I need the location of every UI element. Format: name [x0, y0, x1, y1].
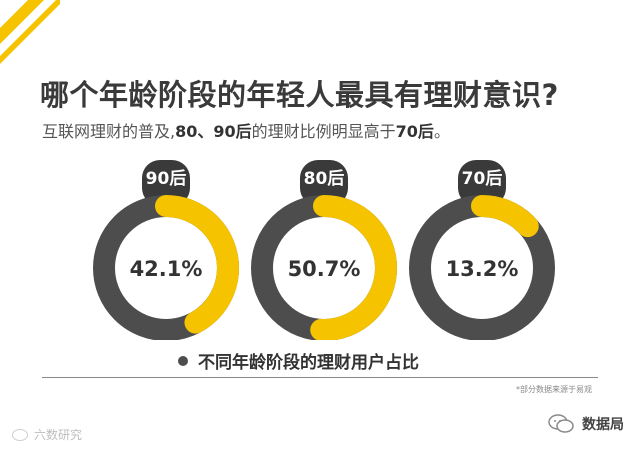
legend-label: 不同年龄阶段的理财用户占比 — [198, 353, 419, 373]
page-title: 哪个年龄阶段的年轻人最具有理财意识? — [40, 78, 559, 112]
value-label: 50.7% — [288, 257, 361, 281]
corner-stripes-decoration — [0, 0, 60, 64]
wechat-icon — [548, 414, 574, 433]
dot-icon — [178, 355, 188, 366]
watermark-logo — [12, 428, 28, 441]
category-badge — [458, 160, 506, 206]
donut-value-arc — [93, 195, 239, 340]
subtitle-part-3: 70后 — [395, 122, 434, 141]
account-name: 数据局 — [582, 417, 624, 433]
donut-charts: 90后 42.1% 80后 50.7% 70后 13.2% — [93, 160, 555, 340]
donut-0: 90后 42.1% — [93, 160, 239, 340]
category-label: 80后 — [304, 169, 345, 189]
divider — [42, 377, 598, 378]
account-badge: 数据局 — [548, 414, 624, 434]
donut-value-arc — [251, 195, 397, 340]
watermark-text: 六数研究 — [34, 428, 83, 442]
value-label: 13.2% — [446, 257, 519, 281]
category-badge — [142, 160, 190, 206]
subtitle-part-2: 的理财比例明显高于 — [251, 122, 396, 141]
category-label: 90后 — [146, 169, 187, 189]
legend: 不同年龄阶段的理财用户占比 — [178, 348, 419, 373]
donut-1: 80后 50.7% — [251, 160, 397, 340]
source-note: *部分数据来源于易观 — [516, 385, 592, 394]
subtitle-part-0: 互联网理财的普及, — [42, 122, 176, 141]
page-subtitle: 互联网理财的普及,80、90后的理财比例明显高于70后。 — [42, 118, 450, 142]
donut-2: 70后 13.2% — [409, 160, 555, 340]
donut-value-arc — [409, 195, 555, 340]
category-label: 70后 — [462, 169, 503, 189]
subtitle-part-1: 80、90后 — [175, 122, 252, 141]
watermark: 六数研究 — [12, 426, 82, 443]
subtitle-part-4: 。 — [433, 122, 450, 141]
category-badge — [300, 160, 348, 206]
value-label: 42.1% — [130, 257, 203, 281]
